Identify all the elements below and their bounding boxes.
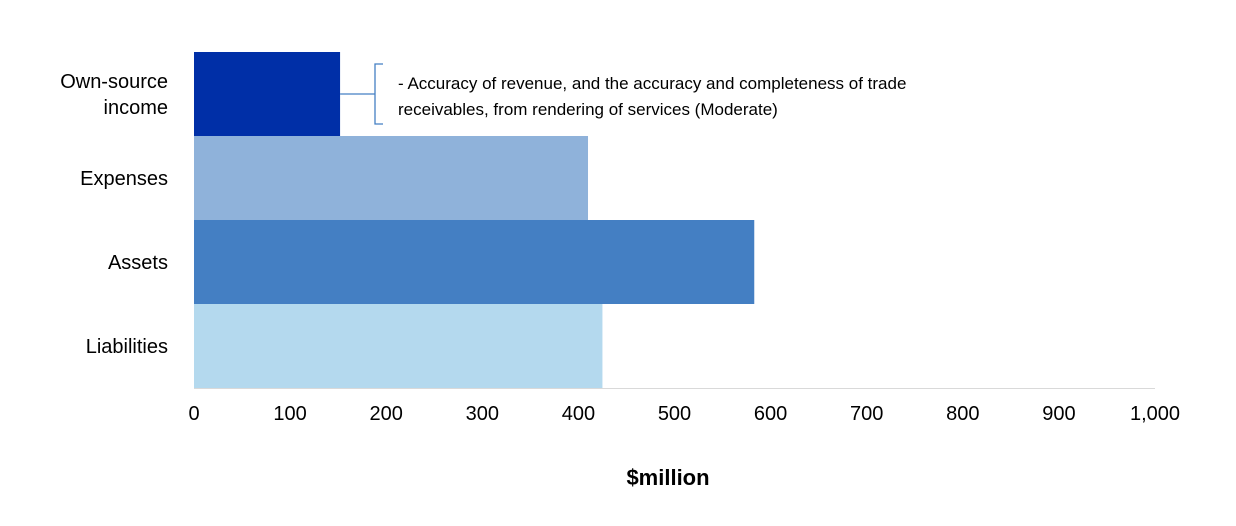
bar-3: [194, 304, 603, 388]
x-tick-label-3: 300: [466, 403, 499, 425]
annotation-bracket-0: [340, 63, 383, 125]
bar-0: [194, 52, 341, 136]
x-tick-label-7: 700: [850, 403, 883, 425]
annotation-text-0-line-1: receivables, from rendering of services …: [398, 100, 778, 119]
x-tick-label-6: 600: [754, 403, 787, 425]
x-tick-label-0: 0: [188, 403, 199, 425]
annotation-text-0-line-0: - Accuracy of revenue, and the accuracy …: [398, 74, 906, 93]
category-label-0-line-0: Own-source: [60, 71, 168, 93]
category-labels: Own-source income Expenses Assets Liabilitie…: [60, 71, 168, 358]
x-tick-label-4: 400: [562, 403, 595, 425]
bar-1: [194, 136, 589, 220]
annotations: - Accuracy of revenue, and the accuracy …: [340, 63, 906, 125]
bars-layer: [194, 52, 755, 388]
category-label-1: Expenses: [80, 168, 168, 190]
category-label-0-line-1: income: [104, 97, 168, 119]
category-label-3: Liabilities: [86, 336, 168, 358]
x-tick-label-1: 100: [273, 403, 306, 425]
x-tick-label-10: 1,000: [1130, 403, 1180, 425]
bar-2: [194, 220, 755, 304]
x-tick-label-2: 200: [370, 403, 403, 425]
x-axis-title: $million: [626, 465, 709, 490]
x-tick-label-9: 900: [1042, 403, 1075, 425]
x-axis: 0 100 200 300 400 500 600 700 800 900 1,000: [188, 388, 1180, 425]
x-tick-label-8: 800: [946, 403, 979, 425]
category-label-2: Assets: [108, 252, 168, 274]
x-tick-label-5: 500: [658, 403, 691, 425]
